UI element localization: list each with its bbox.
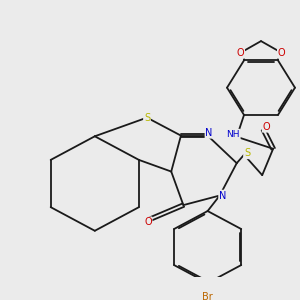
Text: S: S [244, 148, 250, 158]
Text: S: S [144, 112, 150, 123]
Text: O: O [262, 122, 270, 132]
Text: NH: NH [226, 130, 240, 139]
Text: O: O [237, 48, 244, 58]
Text: Br: Br [202, 292, 213, 300]
Text: N: N [206, 128, 213, 138]
Text: O: O [144, 217, 152, 227]
Text: O: O [278, 48, 285, 58]
Text: N: N [219, 190, 226, 200]
